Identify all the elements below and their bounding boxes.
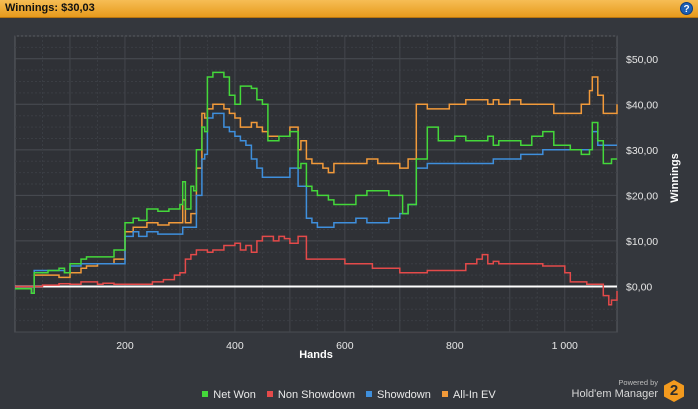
legend-net-won[interactable]: Net Won (202, 389, 256, 401)
series-line-showdown (15, 112, 617, 295)
legend-label: Net Won (213, 389, 256, 401)
tick-layer: $0,00 $10,00 $20,00 $30,00 $40,00 $50,00 200 40… (116, 54, 658, 352)
y-tick-label: $0,00 (626, 281, 652, 293)
x-tick-label: 1 000 (552, 340, 578, 352)
series-line-net-won (15, 71, 617, 295)
brand-name: Hold'em Manager (571, 388, 658, 400)
series-line-non-showdown (15, 235, 618, 306)
legend-label: All-In EV (452, 389, 496, 401)
y-tick-label: $20,00 (626, 190, 658, 202)
x-tick-label: 800 (446, 340, 464, 352)
help-icon[interactable]: ? (680, 2, 693, 15)
legend-showdown[interactable]: Showdown (366, 389, 431, 401)
y-tick-label: $50,00 (626, 54, 658, 66)
series-layer (15, 71, 618, 306)
legend-label: Non Showdown (277, 389, 355, 401)
holdem-manager-logo: Powered by Hold'em Manager 2 (544, 377, 684, 405)
brand-badge-icon: 2 (664, 380, 684, 402)
winnings-title: Winnings: $30,03 (5, 2, 95, 14)
legend-swatch (366, 391, 373, 397)
title-bar: Winnings: $30,03 ? (0, 0, 698, 18)
x-axis-label: Hands (299, 349, 333, 361)
legend-swatch (441, 391, 448, 397)
y-tick-label: $30,00 (626, 145, 658, 157)
y-tick-label: $40,00 (626, 99, 658, 111)
x-tick-label: 200 (116, 340, 134, 352)
legend-swatch (202, 391, 209, 397)
legend-non-showdown[interactable]: Non Showdown (266, 389, 355, 401)
legend: Net Won Non Showdown Showdown All-In EV (0, 389, 698, 401)
legend-swatch (266, 391, 273, 397)
y-axis-label: Winnings (669, 153, 681, 202)
powered-by-text: Powered by (618, 378, 658, 387)
y-tick-label: $10,00 (626, 236, 658, 248)
x-tick-label: 400 (226, 340, 244, 352)
winnings-chart: $0,00 $10,00 $20,00 $30,00 $40,00 $50,00 200 40… (14, 35, 681, 361)
x-tick-label: 600 (336, 340, 354, 352)
legend-label: Showdown (377, 389, 431, 401)
legend-all-in-ev[interactable]: All-In EV (441, 389, 496, 401)
